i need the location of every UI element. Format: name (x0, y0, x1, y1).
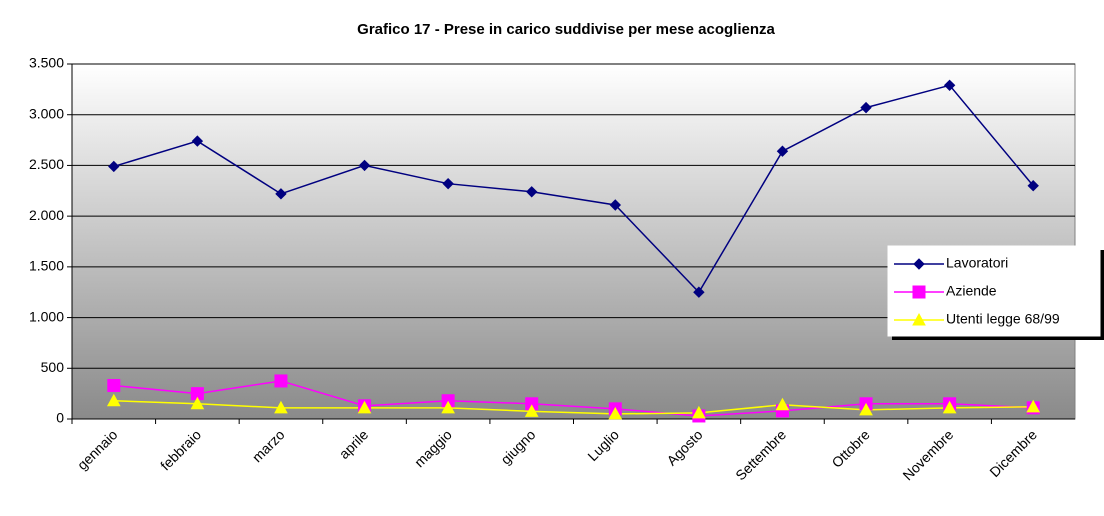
chart-title: Grafico 17 - Prese in carico suddivise p… (357, 21, 775, 38)
x-tick-label: Ottobre (828, 426, 872, 470)
x-tick-label: Luglio (584, 426, 622, 464)
y-tick-label: 2.000 (29, 207, 64, 223)
marker (776, 145, 789, 157)
legend-label: Lavoratori (946, 255, 1008, 271)
marker (108, 160, 120, 173)
x-tick-label: gennaio (74, 426, 121, 473)
marker (524, 404, 539, 417)
plot-area (71, 63, 1076, 420)
marker (526, 186, 538, 198)
x-tick-label: giugno (497, 426, 538, 467)
marker (943, 79, 956, 92)
x-tick-label: aprile (336, 426, 372, 462)
legend-label: Utenti legge 68/99 (946, 311, 1060, 327)
x-tick-label: marzo (249, 426, 288, 465)
x-tick-label: Settembre (732, 426, 789, 483)
y-tick-label: 1.500 (29, 258, 64, 274)
series-line (113, 380, 1034, 417)
y-tick-label: 1.000 (29, 308, 64, 324)
x-tick-label: febbraio (157, 426, 204, 473)
marker (107, 379, 121, 393)
marker (357, 400, 372, 414)
marker (275, 188, 287, 200)
y-tick-label: 2.500 (29, 156, 64, 172)
y-tick-label: 500 (41, 359, 65, 375)
marker (775, 397, 790, 411)
marker (913, 258, 925, 270)
x-tick-label: maggio (411, 426, 455, 470)
marker (860, 101, 872, 114)
series-line (113, 399, 1034, 415)
marker (912, 312, 926, 326)
y-tick-label: 3.500 (29, 55, 64, 71)
marker (441, 400, 455, 414)
y-tick-label: 0 (56, 410, 64, 426)
marker (912, 285, 926, 299)
marker (942, 400, 957, 414)
series-line (113, 84, 1034, 294)
marker (190, 396, 205, 410)
marker (106, 393, 121, 407)
marker (693, 286, 705, 298)
marker (442, 177, 454, 190)
marker (608, 406, 623, 420)
marker (859, 402, 873, 416)
x-tick-label: Agosto (663, 426, 705, 468)
marker (358, 159, 371, 172)
marker (1027, 180, 1039, 192)
legend-label: Aziende (946, 283, 997, 299)
y-tick-label: 3.000 (29, 105, 64, 121)
marker (274, 374, 288, 388)
x-tick-label: Dicembre (986, 426, 1040, 480)
x-tick-label: Novembre (899, 426, 956, 483)
marker (274, 400, 288, 414)
marker (191, 135, 204, 147)
marker (692, 405, 706, 419)
marker (1026, 399, 1041, 413)
marker (609, 199, 621, 211)
